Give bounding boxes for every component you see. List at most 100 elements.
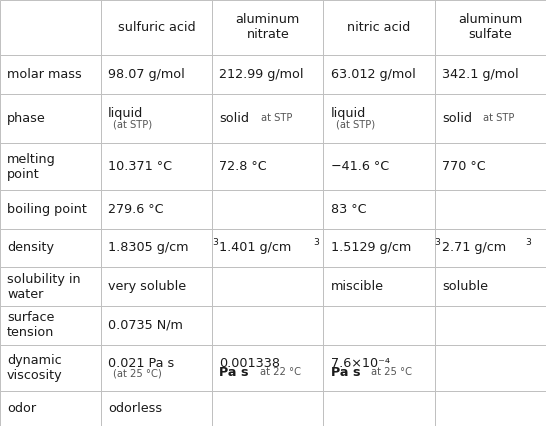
- Bar: [435, 306, 546, 345]
- Bar: [323, 345, 435, 391]
- Bar: [101, 144, 212, 190]
- Text: 770 °C: 770 °C: [442, 160, 485, 173]
- Bar: [101, 345, 212, 391]
- Text: nitric acid: nitric acid: [347, 21, 411, 34]
- Text: odor: odor: [7, 402, 36, 415]
- Text: melting
point: melting point: [7, 153, 56, 181]
- Bar: [323, 144, 435, 190]
- Text: (at STP): (at STP): [114, 119, 152, 130]
- Bar: [101, 55, 212, 94]
- Bar: [101, 229, 212, 267]
- Text: surface
tension: surface tension: [7, 311, 55, 339]
- Bar: [323, 391, 435, 426]
- Text: 279.6 °C: 279.6 °C: [108, 203, 164, 216]
- Text: sulfuric acid: sulfuric acid: [118, 21, 195, 34]
- Bar: [212, 0, 323, 55]
- Text: 342.1 g/mol: 342.1 g/mol: [442, 68, 519, 81]
- Bar: [212, 55, 323, 94]
- Text: at 25 °C: at 25 °C: [371, 368, 412, 377]
- Bar: [323, 0, 435, 55]
- Bar: [212, 267, 323, 306]
- Text: 98.07 g/mol: 98.07 g/mol: [108, 68, 185, 81]
- Bar: [435, 229, 546, 267]
- Text: 1.401 g/cm: 1.401 g/cm: [219, 242, 292, 254]
- Text: at STP: at STP: [483, 113, 515, 124]
- Bar: [212, 144, 323, 190]
- Bar: [101, 267, 212, 306]
- Text: Pa s: Pa s: [219, 366, 249, 379]
- Text: 63.012 g/mol: 63.012 g/mol: [330, 68, 416, 81]
- Text: miscible: miscible: [330, 280, 383, 293]
- Bar: [435, 94, 546, 144]
- Bar: [101, 190, 212, 229]
- Bar: [435, 190, 546, 229]
- Text: soluble: soluble: [442, 280, 488, 293]
- Text: odorless: odorless: [108, 402, 162, 415]
- Text: at STP: at STP: [261, 113, 292, 124]
- Bar: [212, 190, 323, 229]
- Bar: [0, 391, 101, 426]
- Text: 0.0735 N/m: 0.0735 N/m: [108, 319, 183, 332]
- Text: solubility in
water: solubility in water: [7, 273, 81, 301]
- Bar: [435, 144, 546, 190]
- Text: boiling point: boiling point: [7, 203, 87, 216]
- Text: density: density: [7, 242, 54, 254]
- Text: 72.8 °C: 72.8 °C: [219, 160, 267, 173]
- Text: (at 25 °C): (at 25 °C): [114, 368, 162, 378]
- Text: liquid: liquid: [108, 107, 143, 120]
- Text: Pa s: Pa s: [330, 366, 360, 379]
- Bar: [435, 345, 546, 391]
- Text: phase: phase: [7, 112, 46, 125]
- Bar: [0, 190, 101, 229]
- Text: very soluble: very soluble: [108, 280, 186, 293]
- Text: 0.001338: 0.001338: [219, 357, 280, 370]
- Text: 2.71 g/cm: 2.71 g/cm: [442, 242, 506, 254]
- Text: 3: 3: [525, 239, 531, 248]
- Text: 0.021 Pa s: 0.021 Pa s: [108, 357, 174, 370]
- Text: solid: solid: [219, 112, 250, 125]
- Text: aluminum
sulfate: aluminum sulfate: [458, 14, 523, 41]
- Bar: [0, 144, 101, 190]
- Bar: [212, 345, 323, 391]
- Bar: [101, 0, 212, 55]
- Bar: [0, 0, 101, 55]
- Bar: [323, 306, 435, 345]
- Text: 1.5129 g/cm: 1.5129 g/cm: [330, 242, 411, 254]
- Bar: [323, 55, 435, 94]
- Text: dynamic
viscosity: dynamic viscosity: [7, 354, 63, 382]
- Text: (at STP): (at STP): [336, 119, 375, 130]
- Text: 212.99 g/mol: 212.99 g/mol: [219, 68, 304, 81]
- Bar: [0, 345, 101, 391]
- Bar: [0, 94, 101, 144]
- Text: at 22 °C: at 22 °C: [259, 368, 300, 377]
- Text: 1.8305 g/cm: 1.8305 g/cm: [108, 242, 188, 254]
- Bar: [0, 55, 101, 94]
- Bar: [323, 190, 435, 229]
- Bar: [212, 306, 323, 345]
- Bar: [212, 229, 323, 267]
- Text: aluminum
nitrate: aluminum nitrate: [236, 14, 300, 41]
- Text: 7.6×10⁻⁴: 7.6×10⁻⁴: [330, 357, 389, 370]
- Bar: [435, 267, 546, 306]
- Text: 3: 3: [435, 239, 441, 248]
- Bar: [435, 55, 546, 94]
- Text: molar mass: molar mass: [7, 68, 82, 81]
- Bar: [323, 229, 435, 267]
- Bar: [101, 391, 212, 426]
- Text: liquid: liquid: [330, 107, 366, 120]
- Text: −41.6 °C: −41.6 °C: [330, 160, 389, 173]
- Bar: [101, 306, 212, 345]
- Bar: [323, 267, 435, 306]
- Text: solid: solid: [442, 112, 472, 125]
- Bar: [323, 94, 435, 144]
- Bar: [212, 94, 323, 144]
- Bar: [0, 306, 101, 345]
- Text: 83 °C: 83 °C: [330, 203, 366, 216]
- Text: 3: 3: [313, 239, 319, 248]
- Bar: [0, 267, 101, 306]
- Bar: [101, 94, 212, 144]
- Text: 3: 3: [212, 239, 218, 248]
- Bar: [212, 391, 323, 426]
- Text: 10.371 °C: 10.371 °C: [108, 160, 172, 173]
- Bar: [0, 229, 101, 267]
